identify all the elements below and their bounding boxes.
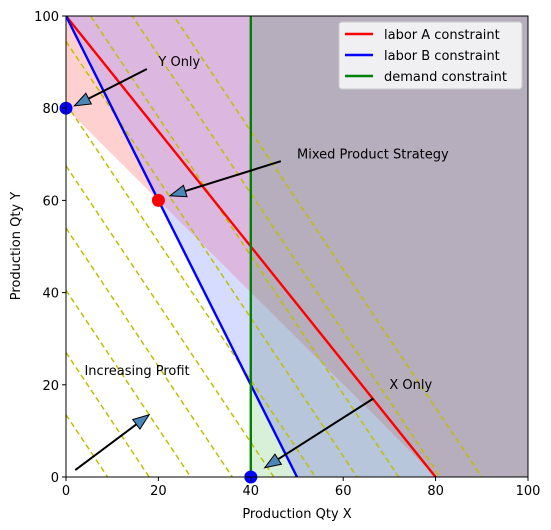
y-tick-label-4: 60: [42, 194, 59, 209]
x-tick-label-5: 80: [427, 484, 444, 499]
y-tick-label-1: 0: [51, 471, 59, 486]
annotation-label-2: Mixed Product Strategy: [297, 147, 449, 162]
x-tick-label-2: 20: [150, 484, 167, 499]
legend-label-3: demand constraint: [384, 70, 507, 85]
legend: labor A constraint labor B constraint dema…: [338, 21, 523, 90]
corner-point-2: [151, 193, 165, 207]
annotation-arrowhead-2: [168, 184, 188, 198]
iso-profit-line-9: [131, 16, 441, 477]
annotation-arrowhead-1: [73, 92, 93, 107]
iso-profit-line-10: [172, 16, 483, 477]
annotation-arrow-3: [74, 423, 137, 471]
annotation-arrow-1: [88, 68, 148, 100]
x-tick-label-6: 100: [516, 484, 541, 499]
iso-profit-line-8: [89, 16, 400, 477]
constraint-lines: [66, 16, 437, 477]
iso-profit-line-2: [66, 352, 150, 477]
x-axis-label: Production Qty X: [242, 507, 351, 522]
annotation-arrow-2: [184, 160, 282, 192]
region-5: [250, 16, 528, 477]
annotation-label-4: X Only: [389, 378, 432, 393]
region-4: [66, 16, 251, 293]
annotation-arrow-4: [277, 397, 374, 461]
y-tick-label-2: 20: [42, 379, 59, 394]
y-tick-label-3: 40: [42, 287, 59, 302]
y-tick-label-5: 80: [42, 102, 59, 117]
annotation-arrowhead-4: [263, 453, 283, 469]
legend-label-2: labor B constraint: [384, 49, 500, 64]
axis-ticks: 0 20 40 60 80 100 0 20 40 60 80 100: [34, 10, 540, 499]
plot-frame: [65, 15, 529, 478]
iso-profit-lines: [66, 16, 483, 477]
legend-label-1: labor A constraint: [384, 28, 500, 43]
x-tick-label-4: 60: [335, 484, 352, 499]
annotations: Y Only Mixed Product Strategy Increasing P…: [73, 55, 449, 471]
legend-box: [338, 21, 523, 90]
region-6: [250, 292, 436, 477]
annotation-label-3: Increasing Profit: [84, 364, 189, 379]
annotation-label-1: Y Only: [157, 55, 200, 70]
iso-profit-line-3: [66, 289, 192, 477]
iso-profit-line-7: [66, 40, 358, 477]
iso-profit-line-1: [66, 414, 109, 477]
x-tick-label-3: 40: [243, 484, 260, 499]
iso-profit-line-6: [66, 103, 317, 477]
y-tick-label-6: 100: [34, 10, 59, 25]
x-tick-label-1: 0: [62, 484, 70, 499]
annotation-arrowhead-3: [131, 413, 151, 431]
series-line-2: [66, 16, 299, 477]
iso-profit-line-4: [66, 227, 233, 477]
y-axis-label: Production Qty Y: [9, 192, 24, 300]
